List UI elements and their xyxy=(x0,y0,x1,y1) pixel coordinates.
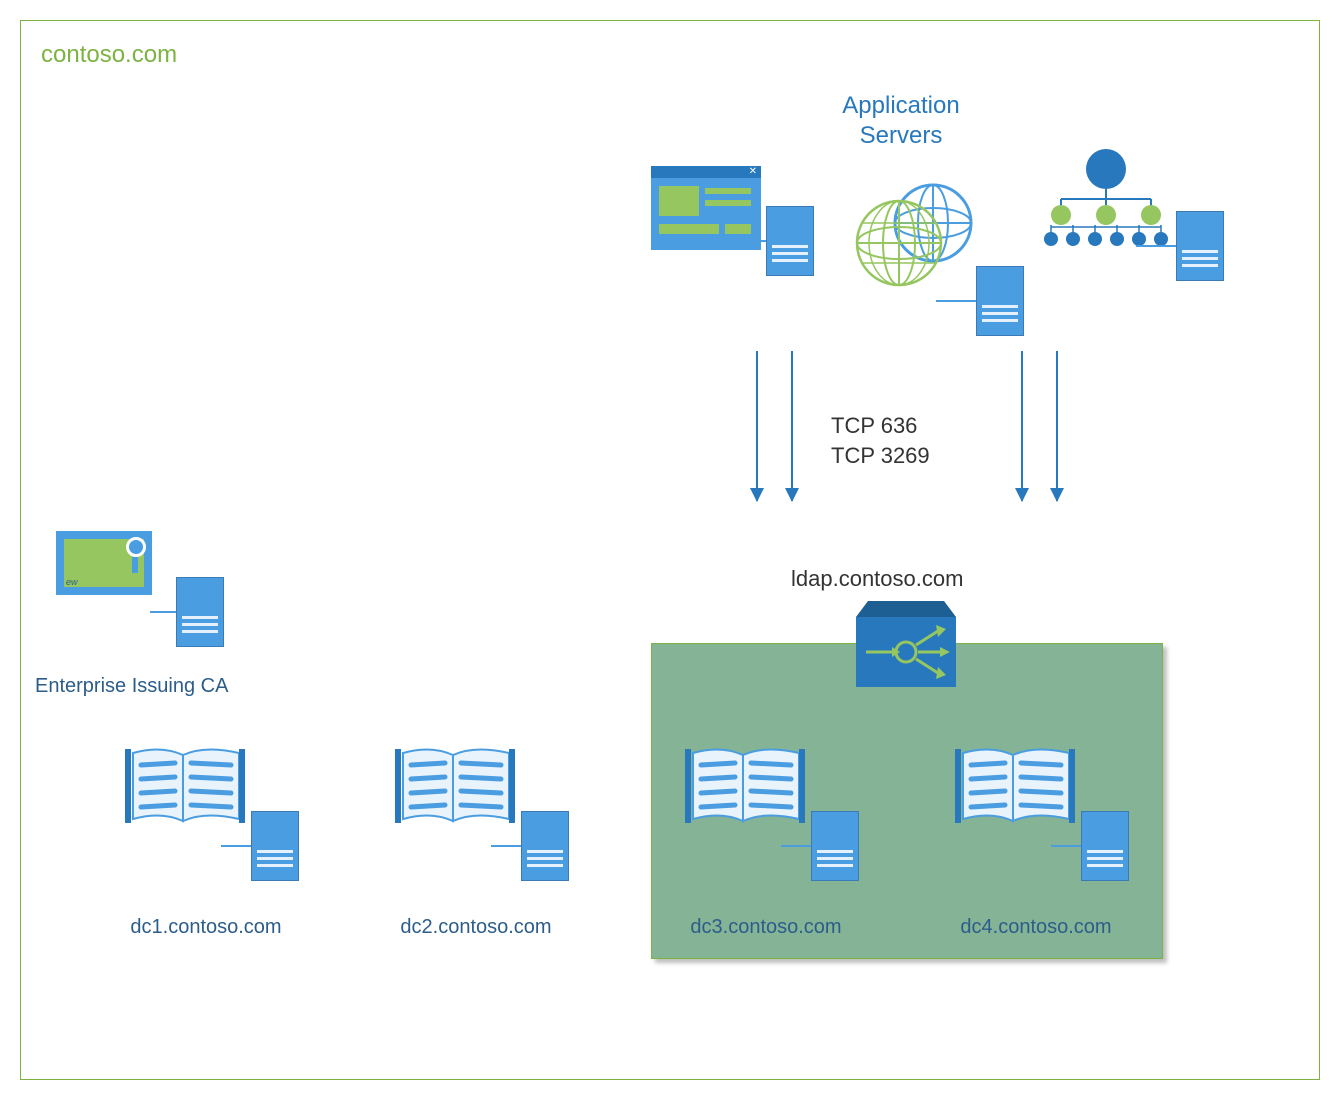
enterprise-ca-label: Enterprise Issuing CA xyxy=(35,675,228,698)
tcp-ports-label: TCP 636 TCP 3269 xyxy=(831,411,930,470)
server-icon xyxy=(976,266,1024,336)
arrow-icon xyxy=(1021,351,1023,501)
arrow-icon xyxy=(791,351,793,501)
load-balancer-icon xyxy=(856,617,956,687)
app-servers-heading: Application Servers xyxy=(821,91,981,151)
ldap-hostname-label: ldap.contoso.com xyxy=(791,566,963,592)
network-diagram: contoso.com Application Servers ✕ xyxy=(20,20,1320,1080)
tcp-port-2: TCP 3269 xyxy=(831,441,930,471)
dc-label: dc2.contoso.com xyxy=(376,916,576,939)
directory-book-icon xyxy=(681,741,811,831)
arrow-icon xyxy=(1056,351,1058,501)
server-icon xyxy=(521,811,569,881)
webpage-icon: ✕ xyxy=(651,166,761,250)
server-icon xyxy=(811,811,859,881)
dc-label: dc3.contoso.com xyxy=(666,916,866,939)
certificate-icon: ew xyxy=(56,531,152,595)
dc-label: dc4.contoso.com xyxy=(936,916,1136,939)
dc-label: dc1.contoso.com xyxy=(106,916,306,939)
server-icon xyxy=(251,811,299,881)
server-icon xyxy=(1176,211,1224,281)
directory-book-icon xyxy=(951,741,1081,831)
directory-book-icon xyxy=(391,741,521,831)
tree-hierarchy-icon xyxy=(1041,149,1171,239)
server-icon xyxy=(766,206,814,276)
globe-icon xyxy=(851,181,981,296)
arrow-icon xyxy=(756,351,758,501)
domain-title: contoso.com xyxy=(41,41,177,69)
tcp-port-1: TCP 636 xyxy=(831,411,930,441)
server-icon xyxy=(176,577,224,647)
server-icon xyxy=(1081,811,1129,881)
directory-book-icon xyxy=(121,741,251,831)
